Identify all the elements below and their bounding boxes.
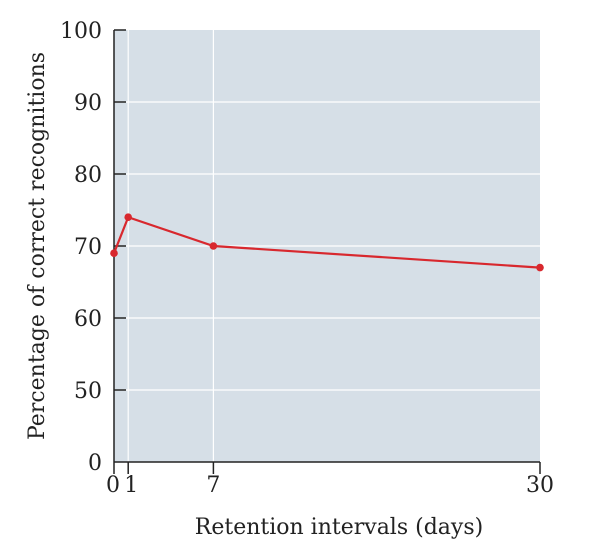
y-tick-label: 80 [74, 163, 102, 188]
y-tick-label: 50 [74, 379, 102, 404]
y-tick-label: 60 [74, 307, 102, 332]
grid [114, 30, 540, 462]
y-tick-label: 70 [74, 235, 102, 260]
x-tick-label: 30 [526, 473, 554, 498]
data-point [209, 242, 218, 250]
series [110, 213, 544, 272]
y-axis-label: Percentage of correct recognitions [25, 52, 50, 440]
data-point [536, 263, 544, 272]
x-tick-label: 7 [206, 473, 220, 498]
x-tick-label: 1 [124, 473, 138, 498]
labels: Retention intervals (days) Percentage of… [25, 19, 554, 540]
x-tick-label: 0 [106, 473, 120, 498]
series-line [112, 215, 541, 269]
data-point [124, 213, 132, 221]
data-point [110, 249, 118, 257]
y-tick-label: 0 [88, 451, 102, 476]
axes [113, 29, 541, 474]
y-tick-label: 100 [60, 19, 102, 44]
x-axis-label: Retention intervals (days) [195, 515, 483, 540]
y-tick-label: 90 [74, 91, 102, 116]
